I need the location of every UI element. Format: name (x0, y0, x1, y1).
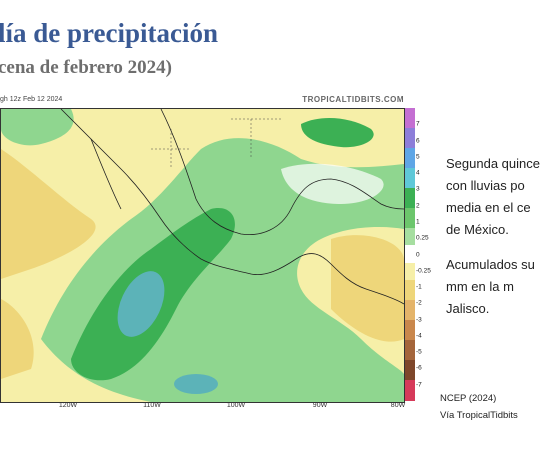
map-run-label: gh 12z Feb 12 2024 (0, 96, 63, 103)
text-block-1: Segunda quince con lluvias po media en e… (446, 153, 540, 241)
longitude-axis: 120W 110W 100W 90W 80W (0, 402, 406, 414)
colorbar-graphic (405, 108, 415, 401)
colorbar-tick-label: 3 (416, 185, 420, 193)
colorbar-tick-label: 2 (416, 202, 420, 210)
colorbar-tick-label: -6 (416, 364, 422, 372)
neutral-gulf-area (281, 163, 384, 204)
text-line: media en el ce (446, 200, 531, 215)
colorbar-tick-label: 4 (416, 169, 420, 177)
slide-subtitle: cena de febrero 2024) (0, 57, 172, 78)
peak-wet-anomaly (117, 271, 165, 337)
longitude-label: 120W (58, 402, 78, 409)
wet-anomaly-nw (1, 109, 74, 146)
colorbar-tick-label: 1 (416, 218, 420, 226)
text-line: Segunda quince (446, 156, 540, 171)
text-line: Acumulados su (446, 257, 535, 272)
colorbar-tick-label: 0.25 (416, 234, 429, 242)
colorbar-tick-label: -4 (416, 332, 422, 340)
state-borders (151, 118, 281, 169)
colorbar (405, 108, 415, 401)
gulf-coastline (160, 109, 404, 235)
peak-wet-anomaly-south (174, 374, 218, 394)
colorbar-labels: 7 6 5 4 3 2 1 0.25 0 -0.25 -1 -2 -3 -4 -5 -6 -7 (416, 108, 446, 401)
credit-via: Vía TropicalTidbits (440, 410, 518, 421)
colorbar-tick-label: 0 (416, 251, 420, 258)
colorbar-tick-label: 7 (416, 120, 420, 128)
colorbar-tick-label: -1 (416, 283, 422, 291)
longitude-label: 100W (226, 402, 246, 409)
pacific-coastline (60, 109, 404, 305)
longitude-label: 110W (143, 402, 161, 409)
text-block-2: Acumulados su mm en la m Jalisco. (446, 254, 535, 320)
precipitation-anomaly-map (0, 108, 405, 403)
colorbar-tick-label: 5 (416, 153, 420, 161)
text-line: Jalisco. (446, 301, 490, 316)
slide-title: lía de precipitación (0, 18, 218, 48)
colorbar-tick-label: -5 (416, 348, 422, 356)
colorbar-tick-label: -7 (416, 381, 422, 389)
map-graphic (1, 109, 404, 402)
map-header: gh 12z Feb 12 2024 TROPICALTIDBITS.COM (0, 95, 404, 108)
baja-california-coast (90, 138, 122, 210)
credit-source: NCEP (2024) (440, 393, 497, 404)
colorbar-tick-label: -0.25 (416, 267, 431, 275)
text-line: mm en la m (446, 279, 514, 294)
dry-anomaly-sw (1, 299, 34, 379)
longitude-label: 80W (390, 402, 406, 409)
text-line: de México. (446, 222, 509, 237)
dry-anomaly-west (1, 149, 96, 279)
colorbar-tick-label: -3 (416, 316, 422, 324)
dry-anomaly-caribbean (331, 235, 404, 342)
colorbar-tick-label: -2 (416, 299, 422, 307)
longitude-label: 90W (312, 402, 328, 409)
wet-anomaly-north (301, 117, 374, 148)
colorbar-tick-label: 6 (416, 137, 420, 145)
text-line: con lluvias po (446, 178, 525, 193)
map-source-label: TROPICALTIDBITS.COM (302, 95, 404, 104)
